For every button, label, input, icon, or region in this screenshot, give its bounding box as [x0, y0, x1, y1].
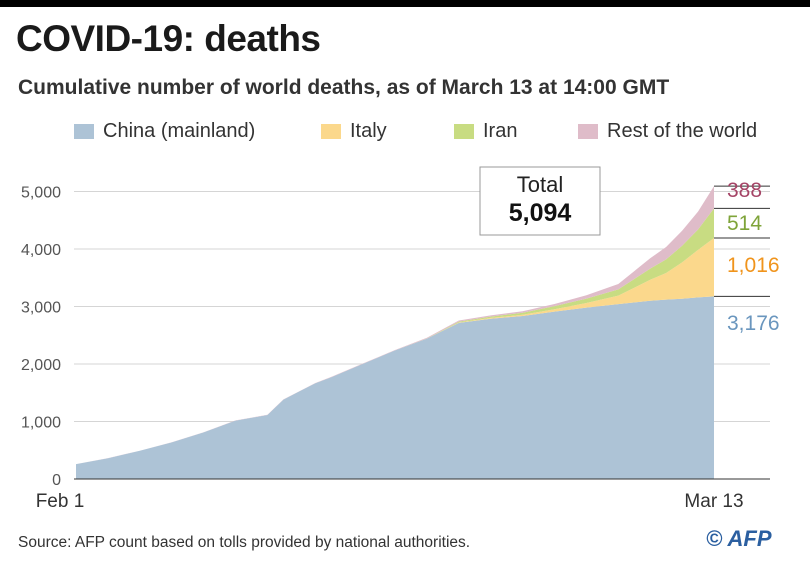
chart-subtitle: Cumulative number of world deaths, as of…	[18, 76, 670, 99]
y-tick-label: 4,000	[21, 242, 61, 259]
x-tick-label: Feb 1	[36, 491, 85, 512]
legend-swatch-rest	[578, 124, 598, 139]
y-tick-label: 3,000	[21, 300, 61, 317]
area-layer	[76, 186, 714, 479]
y-tick-label: 5,000	[21, 185, 61, 202]
legend-item-italy: Italy	[321, 120, 387, 143]
legend-swatch-china	[74, 124, 94, 139]
total-value: 5,094	[509, 199, 572, 227]
legend-label-italy: Italy	[350, 120, 387, 142]
x-tick-label: Mar 13	[684, 491, 743, 512]
legend-swatch-iran	[454, 124, 474, 139]
axis-layer: 0 1,000 2,000 3,000 4,000 5,000 Feb 1 Mar 13	[21, 185, 770, 512]
area-china	[76, 296, 714, 479]
end-label-rest: 388	[727, 179, 762, 202]
total-label: Total	[517, 172, 563, 197]
legend-label-china: China (mainland)	[103, 120, 256, 142]
legend: China (mainland) Italy Iran Rest of the …	[74, 120, 774, 150]
y-tick-label: 1,000	[21, 415, 61, 432]
afp-credit: © AFP	[706, 526, 772, 551]
source-note: Source: AFP count based on tolls provide…	[18, 534, 471, 551]
legend-item-rest: Rest of the world	[578, 120, 757, 143]
chart-title: COVID-19: deaths	[16, 18, 321, 59]
y-tick-label: 2,000	[21, 357, 61, 374]
y-tick-label: 0	[52, 472, 61, 489]
top-bar	[0, 0, 810, 7]
legend-label-iran: Iran	[483, 120, 518, 142]
total-box	[479, 166, 601, 236]
label-layer: Total 5,094 388 514 1,016 3,176	[479, 166, 780, 335]
legend-label-rest: Rest of the world	[607, 120, 758, 142]
legend-item-iran: Iran	[454, 120, 517, 143]
end-label-iran: 514	[727, 212, 762, 235]
end-label-italy: 1,016	[727, 254, 780, 277]
legend-item-china: China (mainland)	[74, 120, 255, 143]
end-label-china: 3,176	[727, 312, 780, 335]
legend-swatch-italy	[321, 124, 341, 139]
